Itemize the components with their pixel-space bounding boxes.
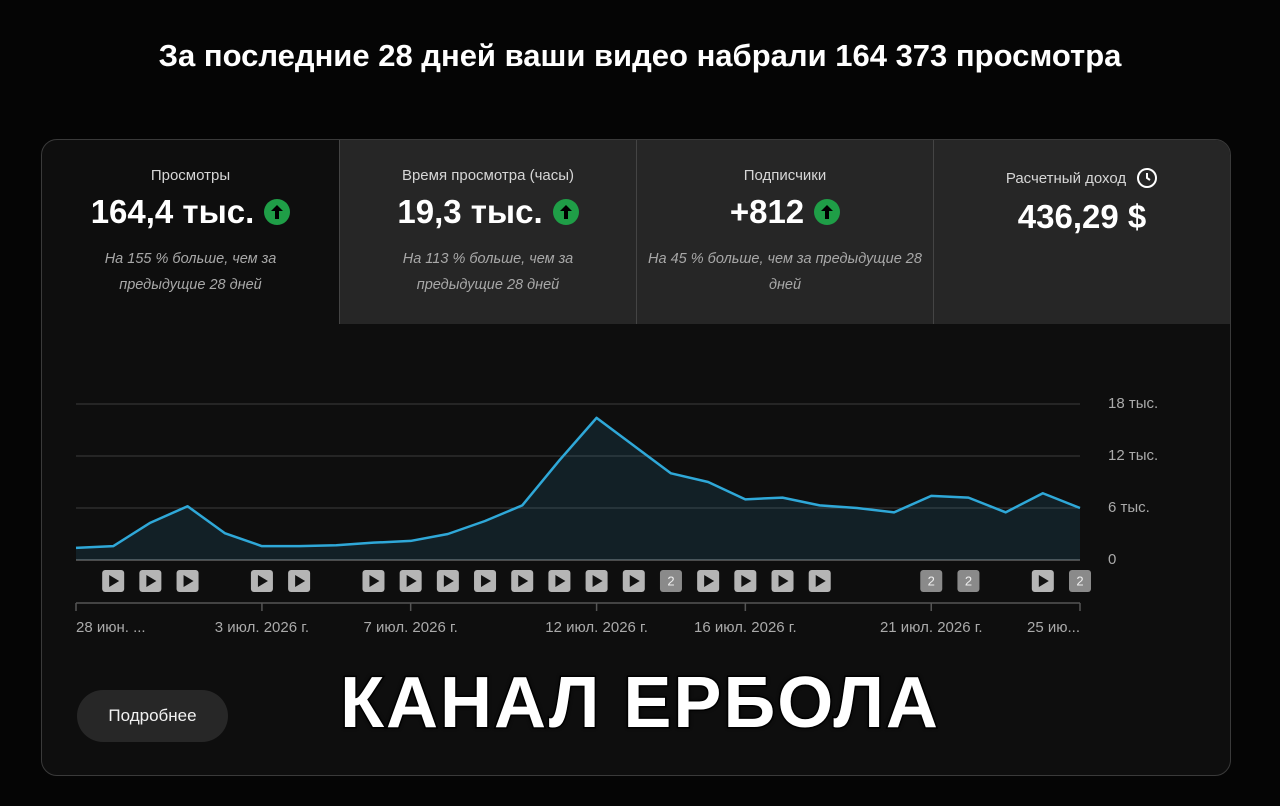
x-tick-label: 12 июл. 2026 г. <box>545 619 648 636</box>
metric-card[interactable]: Подписчики +812 На 45 % больше, чем за п… <box>636 140 933 324</box>
x-tick-label: 28 июн. ... <box>76 619 146 636</box>
upload-marker <box>920 570 943 592</box>
upload-marker <box>1069 570 1091 592</box>
play-glyph <box>183 575 194 587</box>
play-glyph <box>146 575 157 587</box>
card-value: 19,3 тыс. <box>397 193 543 230</box>
play-glyph <box>629 575 640 587</box>
play-glyph <box>406 575 417 587</box>
play-glyph <box>592 575 603 587</box>
card-label: Время просмотра (часы) <box>401 167 575 184</box>
page-title: За последние 28 дней ваши видео набрали … <box>158 38 1122 73</box>
card-label: Расчетный доход <box>1005 169 1127 187</box>
x-tick-label: 21 июл. 2026 г. <box>880 619 983 636</box>
metric-card[interactable]: Расчетный доход 436,29 $ <box>933 140 1230 324</box>
x-tick-label: 16 июл. 2026 г. <box>694 619 797 636</box>
x-tick-label: 25 ию... <box>1027 619 1080 636</box>
play-glyph <box>1038 575 1049 587</box>
play-glyph <box>778 575 789 587</box>
card-note: На 155 % больше, чем за предыдущие 28 дн… <box>104 251 277 293</box>
play-glyph <box>704 575 715 587</box>
upload-count: 2 <box>965 573 972 588</box>
clock-icon[interactable] <box>1136 167 1158 189</box>
card-value-row: 19,3 тыс. <box>340 192 636 232</box>
play-glyph <box>741 575 752 587</box>
card-value-row: +812 <box>637 192 933 232</box>
area-fill <box>76 417 1080 560</box>
y-tick-label: 18 тыс. <box>1108 395 1158 412</box>
card-value: +812 <box>729 193 805 230</box>
metric-card[interactable]: Просмотры 164,4 тыс. На 155 % больше, че… <box>42 140 339 324</box>
card-value: 436,29 $ <box>1017 198 1147 235</box>
up-icon <box>814 199 841 225</box>
upload-count: 2 <box>667 573 674 588</box>
upload-count: 2 <box>1076 573 1083 588</box>
play-glyph <box>369 575 380 587</box>
more-button[interactable]: Подробнее <box>77 690 228 742</box>
upload-marker <box>659 570 682 592</box>
play-glyph <box>555 575 566 587</box>
upload-marker <box>957 570 980 592</box>
play-glyph <box>109 575 120 587</box>
x-tick-label: 3 июл. 2026 г. <box>215 619 309 636</box>
up-icon <box>552 199 579 225</box>
play-glyph <box>295 575 306 587</box>
x-tick-label: 7 июл. 2026 г. <box>364 619 458 636</box>
play-glyph <box>257 575 268 587</box>
line <box>75 416 1081 550</box>
upload-count: 2 <box>928 573 935 588</box>
analytics-panel: Просмотры 164,4 тыс. На 155 % больше, че… <box>41 139 1231 776</box>
card-value: 164,4 тыс. <box>90 193 255 230</box>
y-tick-label: 12 тыс. <box>1108 447 1158 464</box>
play-glyph <box>518 575 529 587</box>
y-tick-label: 0 <box>1108 551 1116 568</box>
card-note: На 113 % больше, чем за предыдущие 28 дн… <box>402 251 574 293</box>
play-glyph <box>481 575 492 587</box>
overlay-caption: КАНАЛ ЕРБОЛА <box>339 662 940 745</box>
metric-card[interactable]: Время просмотра (часы) 19,3 тыс. На 113 … <box>339 140 636 324</box>
play-glyph <box>815 575 826 587</box>
card-value-row: 164,4 тыс. <box>42 192 339 232</box>
up-icon <box>264 199 291 225</box>
card-label-row: Расчетный доход <box>934 167 1230 189</box>
card-label: Просмотры <box>150 167 231 184</box>
card-label: Подписчики <box>743 167 827 184</box>
y-tick-label: 6 тыс. <box>1108 499 1150 516</box>
card-note: На 45 % больше, чем за предыдущие 28 дне… <box>648 251 922 293</box>
play-glyph <box>443 575 454 587</box>
